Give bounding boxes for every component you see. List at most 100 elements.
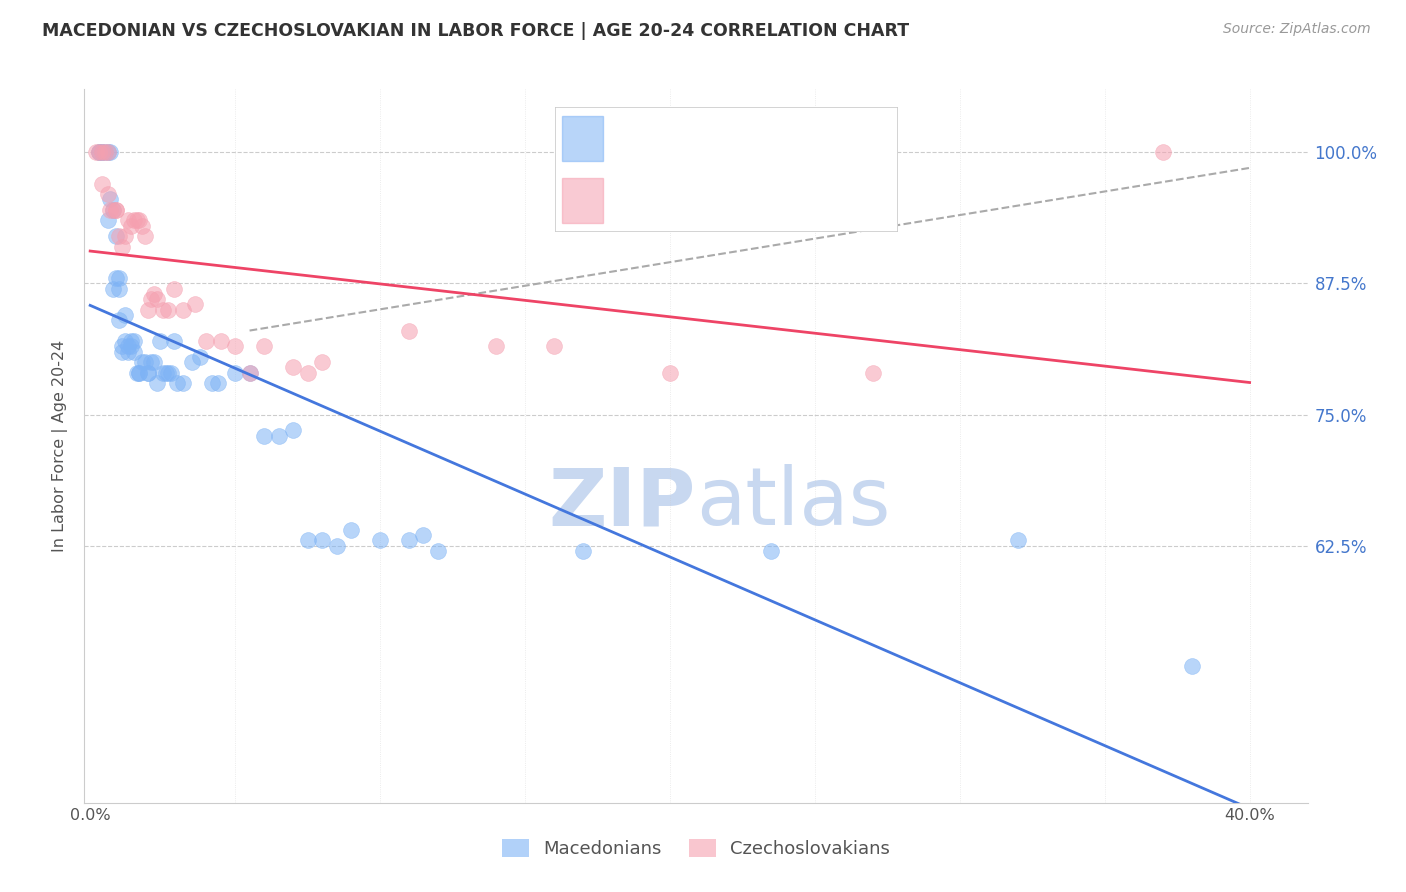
Point: [96, 145, 118, 160]
Point: [172, 302, 194, 317]
Point: [761, 544, 783, 558]
Point: [658, 366, 681, 380]
Point: [427, 544, 450, 558]
Point: [398, 324, 420, 338]
Point: [84, 145, 107, 160]
Point: [117, 339, 139, 353]
Point: [90, 177, 112, 191]
Point: [398, 533, 420, 548]
Point: [105, 202, 128, 217]
Point: [90, 145, 112, 160]
Point: [209, 334, 232, 348]
Point: [114, 308, 136, 322]
Point: [117, 344, 139, 359]
Point: [152, 302, 174, 317]
Point: [136, 366, 159, 380]
Point: [281, 423, 304, 437]
Point: [100, 193, 122, 207]
Point: [87, 145, 110, 160]
Point: [131, 219, 153, 233]
Point: [281, 360, 304, 375]
Point: [120, 219, 142, 233]
Point: [111, 344, 134, 359]
Point: [125, 366, 148, 380]
Point: [207, 376, 229, 390]
Point: [125, 213, 148, 227]
Point: [103, 202, 125, 217]
Point: [139, 292, 162, 306]
Point: [142, 355, 165, 369]
Point: [117, 213, 139, 227]
Point: [128, 366, 150, 380]
Point: [111, 339, 134, 353]
Point: [105, 229, 128, 244]
Text: Source: ZipAtlas.com: Source: ZipAtlas.com: [1223, 22, 1371, 37]
Point: [131, 355, 153, 369]
Point: [1152, 145, 1174, 160]
Point: [105, 271, 128, 285]
Point: [157, 366, 180, 380]
Point: [120, 334, 142, 348]
Point: [160, 366, 183, 380]
Point: [122, 334, 145, 348]
Point: [128, 366, 150, 380]
Point: [183, 297, 205, 311]
Point: [134, 355, 156, 369]
Point: [180, 355, 202, 369]
Point: [100, 145, 122, 160]
Point: [572, 544, 595, 558]
Point: [93, 145, 115, 160]
Text: MACEDONIAN VS CZECHOSLOVAKIAN IN LABOR FORCE | AGE 20-24 CORRELATION CHART: MACEDONIAN VS CZECHOSLOVAKIAN IN LABOR F…: [42, 22, 910, 40]
Text: atlas: atlas: [696, 464, 890, 542]
Point: [163, 334, 186, 348]
Point: [122, 213, 145, 227]
Point: [122, 344, 145, 359]
Point: [1007, 533, 1029, 548]
Point: [103, 282, 125, 296]
Point: [543, 339, 565, 353]
Point: [134, 229, 156, 244]
Point: [267, 428, 290, 442]
Point: [224, 339, 246, 353]
Point: [114, 334, 136, 348]
Point: [100, 202, 122, 217]
Point: [224, 366, 246, 380]
Point: [239, 366, 262, 380]
Point: [114, 229, 136, 244]
Point: [253, 428, 276, 442]
Text: ZIP: ZIP: [548, 464, 696, 542]
Point: [485, 339, 508, 353]
Point: [311, 533, 333, 548]
Point: [96, 145, 118, 160]
Point: [111, 239, 134, 253]
Point: [188, 350, 211, 364]
Point: [90, 145, 112, 160]
Point: [108, 282, 131, 296]
Point: [120, 339, 142, 353]
Point: [128, 213, 150, 227]
Point: [297, 533, 319, 548]
Point: [108, 271, 131, 285]
Point: [108, 313, 131, 327]
Point: [166, 376, 188, 390]
Point: [139, 355, 162, 369]
Point: [108, 229, 131, 244]
Point: [87, 145, 110, 160]
Point: [325, 539, 347, 553]
Point: [142, 286, 165, 301]
Point: [136, 302, 159, 317]
Legend: Macedonians, Czechoslovakians: Macedonians, Czechoslovakians: [495, 831, 897, 865]
Point: [90, 145, 112, 160]
Point: [368, 533, 391, 548]
Point: [96, 213, 118, 227]
Point: [201, 376, 224, 390]
Point: [297, 366, 319, 380]
Point: [146, 292, 169, 306]
Point: [96, 187, 118, 202]
Point: [146, 376, 169, 390]
Point: [105, 202, 128, 217]
Point: [1181, 659, 1204, 673]
Point: [311, 355, 333, 369]
Point: [862, 366, 884, 380]
Point: [195, 334, 218, 348]
